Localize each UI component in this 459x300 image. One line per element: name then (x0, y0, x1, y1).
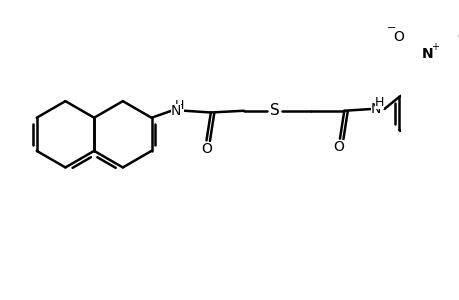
Text: N: N (421, 47, 433, 61)
Text: N: N (370, 102, 380, 116)
Text: +: + (430, 42, 438, 52)
Text: H: H (374, 96, 383, 110)
Text: O: O (201, 142, 212, 156)
Text: O: O (392, 30, 403, 44)
Text: O: O (332, 140, 343, 154)
Text: O: O (457, 30, 459, 44)
Text: N: N (170, 104, 181, 118)
Text: S: S (269, 103, 279, 118)
Text: −: − (386, 23, 395, 33)
Text: H: H (174, 99, 184, 112)
